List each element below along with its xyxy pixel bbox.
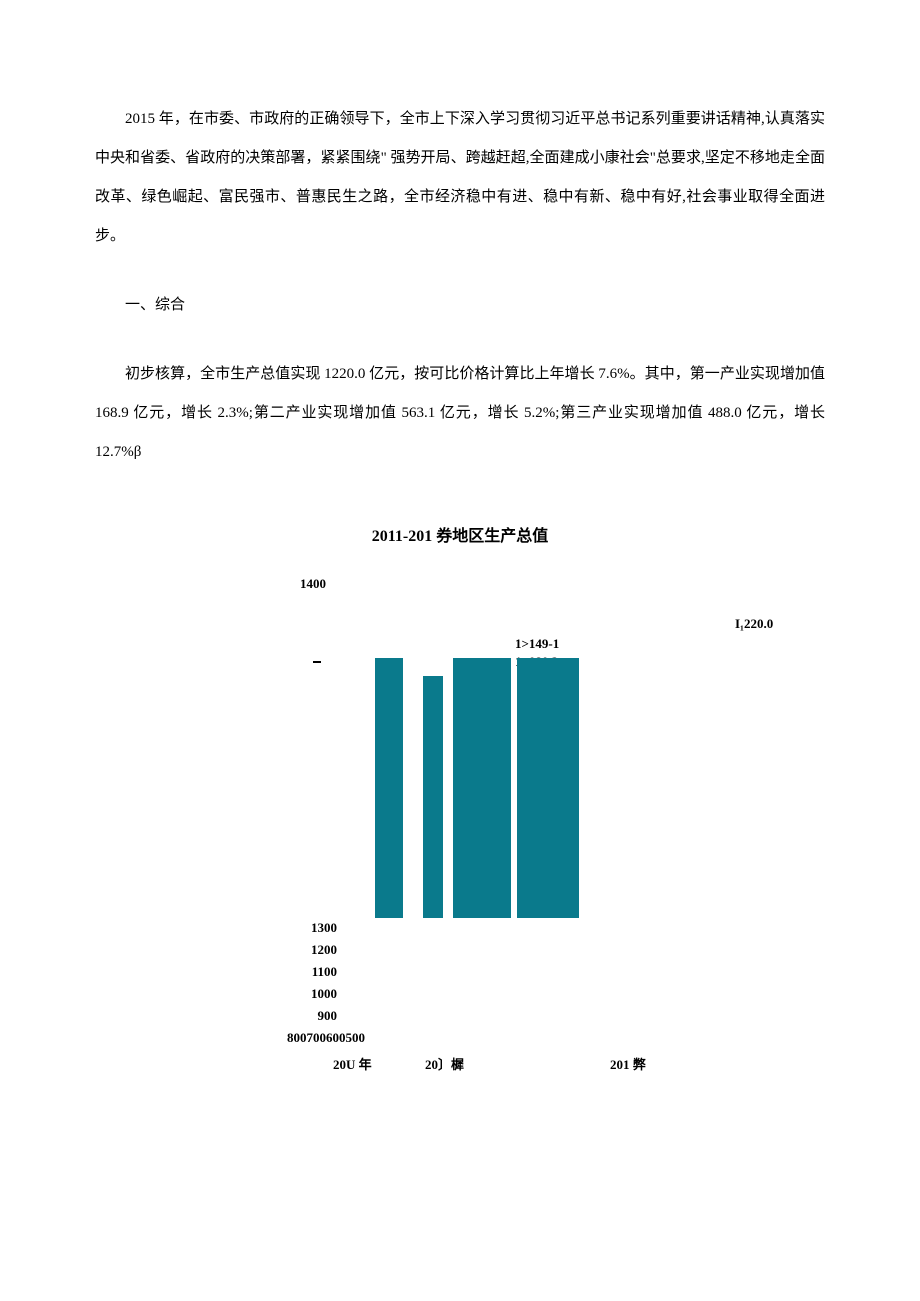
bar-data-label-2: I₁220.0	[735, 616, 773, 632]
y-axis-label-compressed: 800700600500	[287, 1030, 407, 1046]
bar-data-label-0: 1>149-1	[515, 636, 559, 652]
x-axis-label-1: 20〕樨	[425, 1054, 464, 1073]
chart-bar-0	[375, 658, 403, 918]
summary-paragraph: 初步核算，全市生产总值实现 1220.0 亿元，按可比价格计算比上年增长 7.6…	[95, 355, 825, 472]
chart-bar-1	[423, 676, 443, 918]
gdp-chart: 1400 1>149-1 1>080.2 I₁220.0 1300 1200 1…	[205, 576, 785, 1096]
x-axis-label-0: 20U 年	[333, 1054, 372, 1073]
chart-bar-2	[453, 658, 511, 918]
chart-plot-area: 1400 1>149-1 1>080.2 I₁220.0 1300 1200 1…	[205, 576, 785, 1096]
y-axis-label-1200: 1200	[287, 942, 337, 958]
section-heading-1: 一、综合	[95, 286, 825, 325]
chart-dash-mark	[313, 661, 321, 663]
y-axis-label-1100: 1100	[287, 964, 337, 980]
y-axis-label-1300: 1300	[287, 920, 337, 936]
y-axis-label-1400: 1400	[300, 576, 326, 592]
x-axis-label-2: 201 弊	[610, 1054, 646, 1073]
y-axis-label-900: 900	[287, 1008, 337, 1024]
chart-bar-3	[517, 658, 579, 918]
y-axis-label-1000: 1000	[287, 986, 337, 1002]
intro-paragraph: 2015 年，在市委、市政府的正确领导下，全市上下深入学习贯彻习近平总书记系列重…	[95, 100, 825, 256]
chart-title: 2011-201 券地区生产总值	[95, 522, 825, 546]
